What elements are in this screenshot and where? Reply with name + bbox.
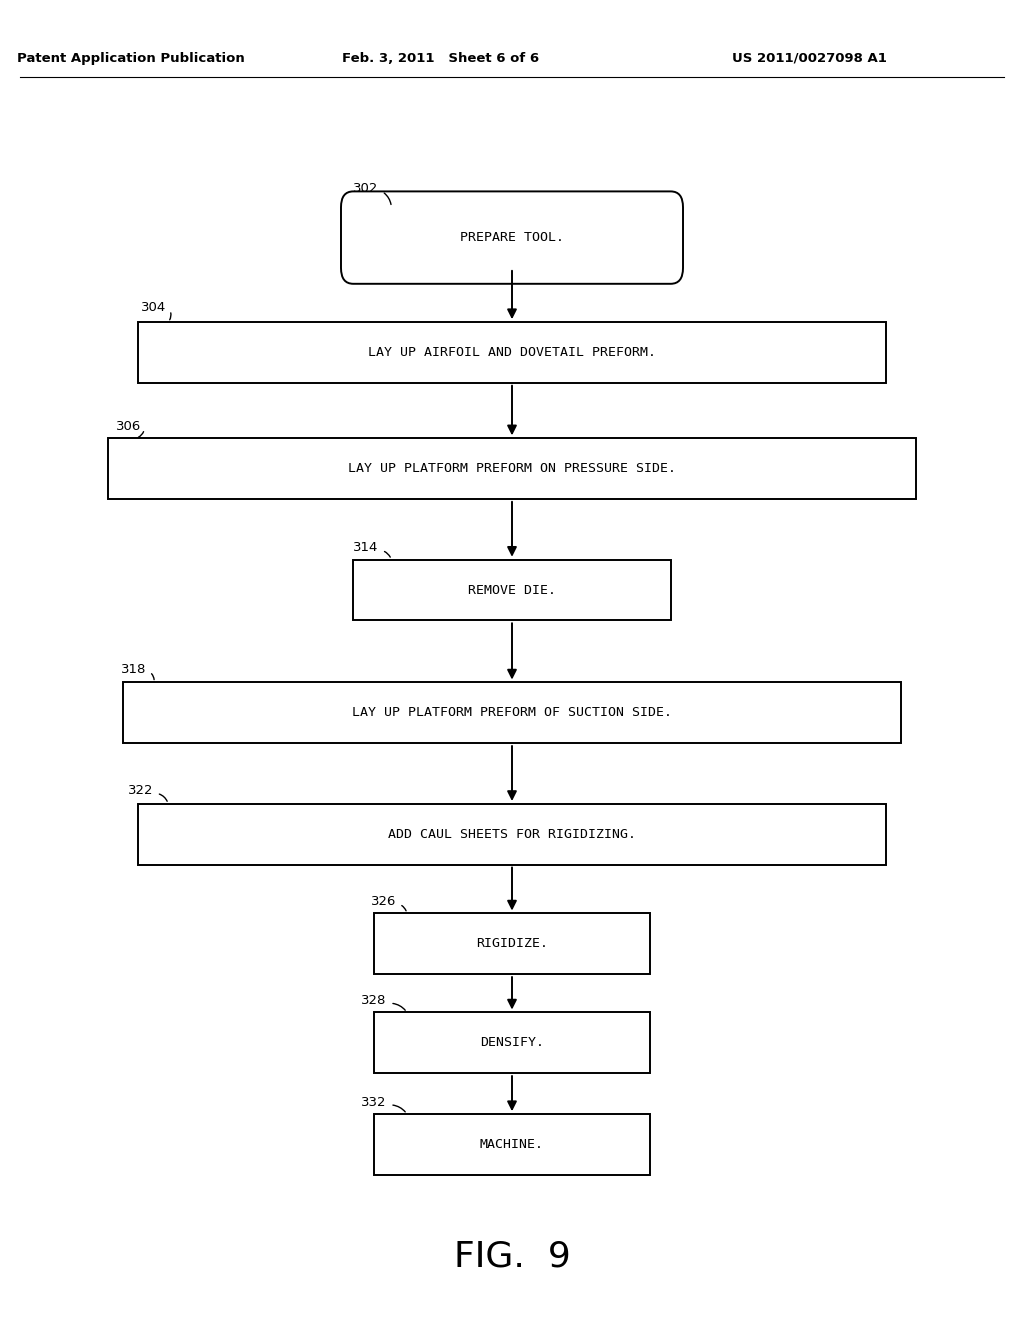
Bar bbox=[138, 322, 886, 383]
Bar bbox=[353, 560, 671, 620]
Text: 328: 328 bbox=[361, 994, 387, 1007]
Text: 314: 314 bbox=[353, 541, 379, 554]
Bar bbox=[374, 1012, 650, 1073]
Bar bbox=[123, 682, 901, 743]
Text: US 2011/0027098 A1: US 2011/0027098 A1 bbox=[731, 51, 887, 65]
Text: 326: 326 bbox=[371, 895, 396, 908]
Text: 304: 304 bbox=[141, 301, 167, 314]
Text: FIG.  9: FIG. 9 bbox=[454, 1239, 570, 1274]
Text: MACHINE.: MACHINE. bbox=[480, 1138, 544, 1151]
Text: 306: 306 bbox=[116, 420, 141, 433]
Text: REMOVE DIE.: REMOVE DIE. bbox=[468, 583, 556, 597]
Bar bbox=[108, 438, 916, 499]
Text: RIGIDIZE.: RIGIDIZE. bbox=[476, 937, 548, 950]
Text: DENSIFY.: DENSIFY. bbox=[480, 1036, 544, 1049]
Text: ADD CAUL SHEETS FOR RIGIDIZING.: ADD CAUL SHEETS FOR RIGIDIZING. bbox=[388, 828, 636, 841]
Bar bbox=[138, 804, 886, 865]
Bar bbox=[374, 913, 650, 974]
Text: PREPARE TOOL.: PREPARE TOOL. bbox=[460, 231, 564, 244]
Text: 332: 332 bbox=[361, 1096, 387, 1109]
Text: Feb. 3, 2011   Sheet 6 of 6: Feb. 3, 2011 Sheet 6 of 6 bbox=[342, 51, 539, 65]
Text: LAY UP AIRFOIL AND DOVETAIL PREFORM.: LAY UP AIRFOIL AND DOVETAIL PREFORM. bbox=[368, 346, 656, 359]
Text: LAY UP PLATFORM PREFORM ON PRESSURE SIDE.: LAY UP PLATFORM PREFORM ON PRESSURE SIDE… bbox=[348, 462, 676, 475]
Text: 302: 302 bbox=[353, 182, 379, 195]
Text: LAY UP PLATFORM PREFORM OF SUCTION SIDE.: LAY UP PLATFORM PREFORM OF SUCTION SIDE. bbox=[352, 706, 672, 719]
Text: 322: 322 bbox=[128, 784, 154, 797]
Text: 318: 318 bbox=[121, 663, 146, 676]
Bar bbox=[374, 1114, 650, 1175]
FancyBboxPatch shape bbox=[341, 191, 683, 284]
Text: Patent Application Publication: Patent Application Publication bbox=[17, 51, 245, 65]
